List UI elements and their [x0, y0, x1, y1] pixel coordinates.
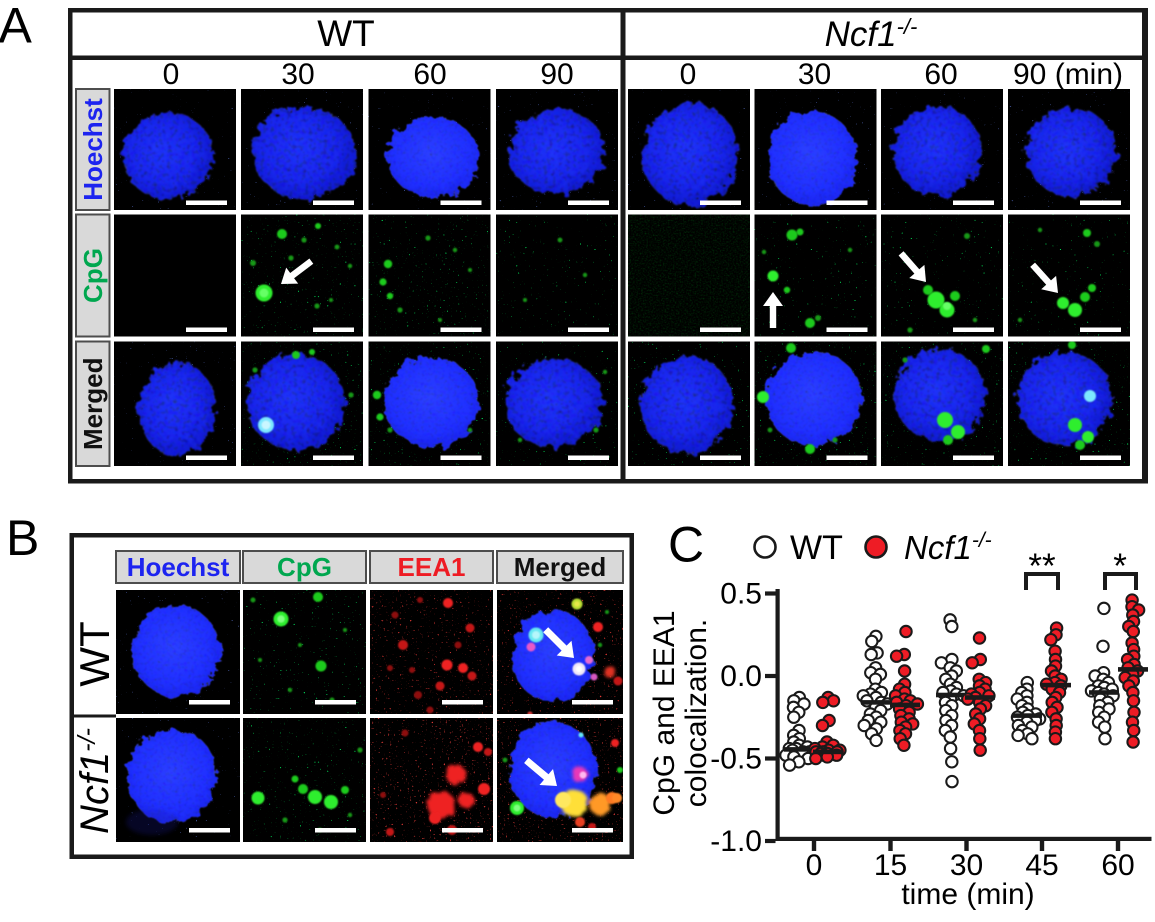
svg-text:30: 30: [281, 58, 314, 91]
svg-text:90: 90: [540, 58, 573, 91]
svg-text:0: 0: [680, 58, 697, 91]
svg-text:WT: WT: [790, 529, 843, 567]
svg-text:C: C: [668, 517, 704, 573]
svg-text:**: **: [1028, 547, 1056, 586]
svg-text:B: B: [6, 510, 39, 566]
svg-text:60: 60: [413, 58, 446, 91]
svg-text:0: 0: [163, 58, 180, 91]
svg-text:30: 30: [950, 849, 983, 882]
svg-text:60: 60: [1101, 849, 1134, 882]
svg-text:90 (min): 90 (min): [1013, 58, 1123, 91]
svg-text:Hoechst: Hoechst: [78, 98, 108, 201]
svg-text:-1.0: -1.0: [710, 825, 762, 858]
svg-text:0.5: 0.5: [720, 578, 762, 611]
svg-text:Ncf1-/-: Ncf1-/-: [73, 728, 117, 834]
svg-text:Merged: Merged: [78, 358, 108, 450]
svg-text:CpG: CpG: [277, 552, 332, 582]
svg-text:*: *: [1113, 547, 1127, 586]
svg-text:-0.5: -0.5: [710, 743, 762, 776]
svg-text:0.0: 0.0: [720, 660, 762, 693]
svg-text:Hoechst: Hoechst: [127, 552, 230, 582]
svg-text:EEA1: EEA1: [398, 552, 466, 582]
svg-text:WT: WT: [317, 13, 375, 54]
svg-text:45: 45: [1025, 849, 1058, 882]
svg-text:CpG: CpG: [78, 248, 108, 303]
svg-text:Merged: Merged: [514, 552, 606, 582]
svg-text:CpG and EEA1: CpG and EEA1: [648, 610, 681, 815]
svg-text:0: 0: [806, 849, 823, 882]
svg-text:time (min): time (min): [901, 878, 1034, 911]
svg-text:15: 15: [874, 849, 907, 882]
svg-text:A: A: [0, 0, 33, 54]
svg-text:30: 30: [798, 58, 831, 91]
svg-text:colocalization.: colocalization.: [680, 619, 713, 807]
svg-text:WT: WT: [71, 621, 118, 686]
svg-text:60: 60: [924, 58, 957, 91]
